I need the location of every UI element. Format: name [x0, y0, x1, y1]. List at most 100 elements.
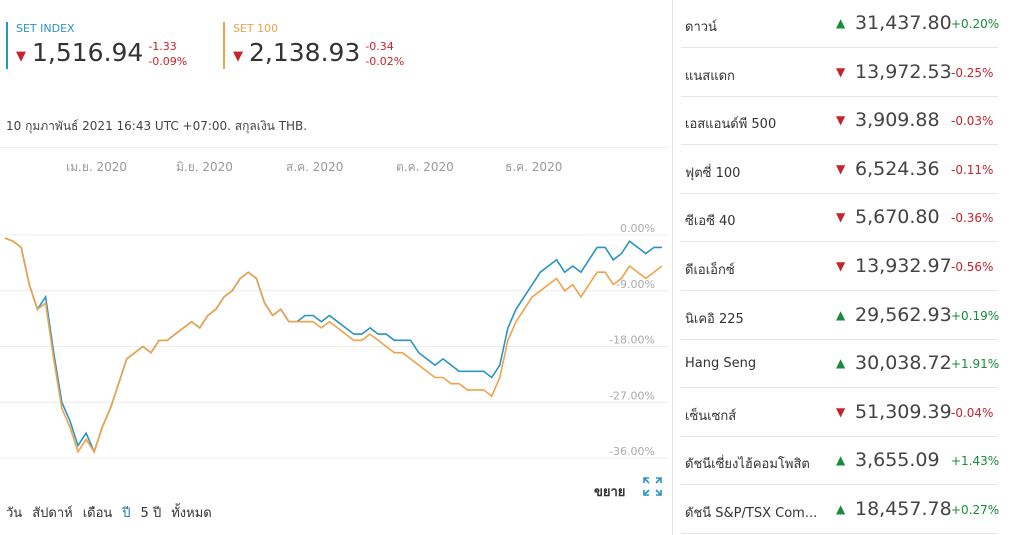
row-divider	[681, 435, 998, 437]
market-row[interactable]: ฟุตซี่ 100 ▼ 6,524.36 -0.11%	[673, 146, 1016, 194]
series-line	[4, 237, 663, 454]
market-list: ดาวน์ ▲ 31,437.80 +0.20% แนสแดก ▼ 13,972.53 -0.…	[673, 0, 1016, 535]
up-arrow-icon: ▲	[836, 502, 846, 516]
market-row[interactable]: ดาวน์ ▲ 31,437.80 +0.20%	[673, 0, 1016, 48]
chart-panel: SET INDEX ▼ 1,516.94 -1.33 -0.09% SET 10…	[0, 22, 668, 523]
timestamp: 10 กุมภาพันธ์ 2021 16:43 UTC +07:00. สกุ…	[6, 119, 308, 133]
up-arrow-icon: ▲	[836, 453, 846, 468]
market-value: 31,437.80	[855, 12, 952, 34]
x-tick-label: เม.ย. 2020	[66, 160, 128, 174]
series-line	[4, 237, 662, 455]
expand-icon[interactable]	[643, 477, 662, 496]
market-name[interactable]: แนสแดก	[685, 68, 735, 84]
period-day[interactable]: วัน	[6, 506, 23, 521]
x-tick-label: มิ.ย. 2020	[176, 160, 233, 174]
panel-divider	[672, 0, 673, 535]
divider	[0, 147, 668, 148]
market-change-pct: -0.56%	[951, 260, 994, 274]
market-change-pct: +0.20%	[951, 17, 1000, 31]
index-name: SET 100	[233, 22, 279, 35]
market-name[interactable]: เซ็นเซกส์	[685, 408, 737, 424]
market-value: 6,524.36	[855, 157, 940, 180]
market-row[interactable]: ดีเอเอ็กซ์ ▼ 13,932.97 -0.56%	[673, 243, 1016, 291]
market-row[interactable]: เซ็นเซกส์ ▼ 51,309.39 -0.04%	[673, 389, 1016, 437]
y-tick-label: -9.00%	[616, 278, 655, 291]
line-chart[interactable]: 0.00% -9.00% -18.00% -27.00% -36.00%	[0, 150, 668, 470]
market-value: 13,972.53	[855, 60, 952, 83]
down-arrow-icon: ▼	[836, 259, 846, 273]
down-arrow-icon: ▼	[836, 113, 846, 128]
market-change-pct: -0.03%	[951, 114, 994, 129]
up-arrow-icon: ▲	[836, 307, 846, 322]
market-value: 3,909.88	[855, 109, 940, 132]
row-divider	[681, 95, 998, 97]
period-year[interactable]: ปี	[122, 506, 131, 521]
market-name[interactable]: ฟุตซี่ 100	[685, 165, 741, 181]
y-tick-label: -27.00%	[609, 389, 655, 402]
market-change-pct: +0.27%	[951, 503, 1000, 517]
index-change: -0.34	[365, 40, 394, 53]
market-name[interactable]: เอสแอนด์พี 500	[685, 117, 777, 133]
down-arrow-icon: ▼	[836, 404, 846, 419]
market-row[interactable]: นิเคอิ 225 ▲ 29,562.93 +0.19%	[673, 292, 1016, 340]
market-row[interactable]: Hang Seng ▲ 30,038.72 +1.91%	[673, 340, 1016, 389]
market-value: 29,562.93	[855, 303, 952, 326]
up-arrow-icon: ▲	[836, 356, 846, 371]
market-value: 3,655.09	[855, 449, 940, 472]
market-name[interactable]: นิเคอิ 225	[685, 311, 744, 327]
y-tick-label: 0.00%	[620, 222, 655, 235]
market-change-pct: -0.04%	[951, 405, 994, 420]
market-name[interactable]: ซีเอซี 40	[685, 214, 736, 230]
period-month[interactable]: เดือน	[82, 506, 113, 521]
row-divider	[681, 192, 998, 194]
down-arrow-icon: ▼	[836, 210, 846, 225]
index-set[interactable]: SET INDEX ▼ 1,516.94 -1.33 -0.09%	[6, 22, 187, 69]
market-row[interactable]: แนสแดก ▼ 13,972.53 -0.25%	[673, 49, 1016, 97]
y-tick-label: -18.00%	[609, 334, 655, 347]
row-divider	[681, 387, 998, 389]
market-row[interactable]: ดัชนี S&P/TSX Com... ▲ 18,457.78 +0.27%	[673, 486, 1016, 534]
market-name[interactable]: ดัชนีเซี่ยงไฮ้คอมโพสิต	[685, 457, 810, 473]
index-value: 2,138.93	[249, 38, 361, 67]
up-arrow-icon: ▲	[836, 16, 846, 30]
row-divider	[681, 290, 998, 291]
down-arrow-icon: ▼	[16, 49, 26, 64]
down-arrow-icon: ▼	[233, 49, 243, 64]
market-row[interactable]: ดัชนีเซี่ยงไฮ้คอมโพสิต ▲ 3,655.09 +1.43%	[673, 437, 1016, 486]
market-value: 30,038.72	[855, 352, 952, 375]
index-set100[interactable]: SET 100 ▼ 2,138.93 -0.34 -0.02%	[223, 22, 404, 69]
index-change-pct: -0.02%	[365, 55, 405, 68]
market-change-pct: -0.36%	[951, 211, 994, 226]
x-tick-label: ต.ค. 2020	[396, 160, 454, 174]
market-name[interactable]: ดัชนี S&P/TSX Com...	[685, 506, 818, 521]
market-value: 13,932.97	[855, 255, 952, 277]
period-selector: วัน สัปดาห์ เดือน ปี 5 ปี ทั้งหมด	[6, 502, 212, 523]
market-change-pct: -0.11%	[951, 162, 994, 177]
market-change-pct: +1.43%	[951, 454, 1000, 469]
index-name: SET INDEX	[16, 22, 75, 35]
market-change-pct: +1.91%	[951, 357, 1000, 372]
index-value: 1,516.94	[32, 38, 144, 67]
row-divider	[681, 484, 998, 486]
expand-button[interactable]: ขยาย	[594, 485, 626, 500]
market-value: 18,457.78	[855, 498, 952, 520]
period-week[interactable]: สัปดาห์	[32, 506, 73, 521]
market-name[interactable]: Hang Seng	[685, 356, 757, 372]
market-value: 51,309.39	[855, 400, 952, 423]
x-tick-label: ธ.ค. 2020	[505, 160, 563, 174]
market-value: 5,670.80	[855, 206, 940, 229]
row-divider	[681, 533, 998, 534]
market-name[interactable]: ดาวน์	[685, 20, 717, 35]
x-tick-label: ส.ค. 2020	[286, 160, 344, 174]
period-all[interactable]: ทั้งหมด	[171, 506, 212, 521]
market-row[interactable]: ซีเอซี 40 ▼ 5,670.80 -0.36%	[673, 194, 1016, 243]
market-row[interactable]: เอสแอนด์พี 500 ▼ 3,909.88 -0.03%	[673, 97, 1016, 146]
row-divider	[681, 47, 998, 48]
index-change: -1.33	[148, 40, 177, 53]
period-5y[interactable]: 5 ปี	[140, 506, 162, 521]
market-name[interactable]: ดีเอเอ็กซ์	[685, 263, 735, 278]
y-tick-label: -36.00%	[609, 445, 655, 458]
market-change-pct: +0.19%	[951, 308, 1000, 323]
row-divider	[681, 338, 998, 340]
down-arrow-icon: ▼	[836, 161, 846, 176]
